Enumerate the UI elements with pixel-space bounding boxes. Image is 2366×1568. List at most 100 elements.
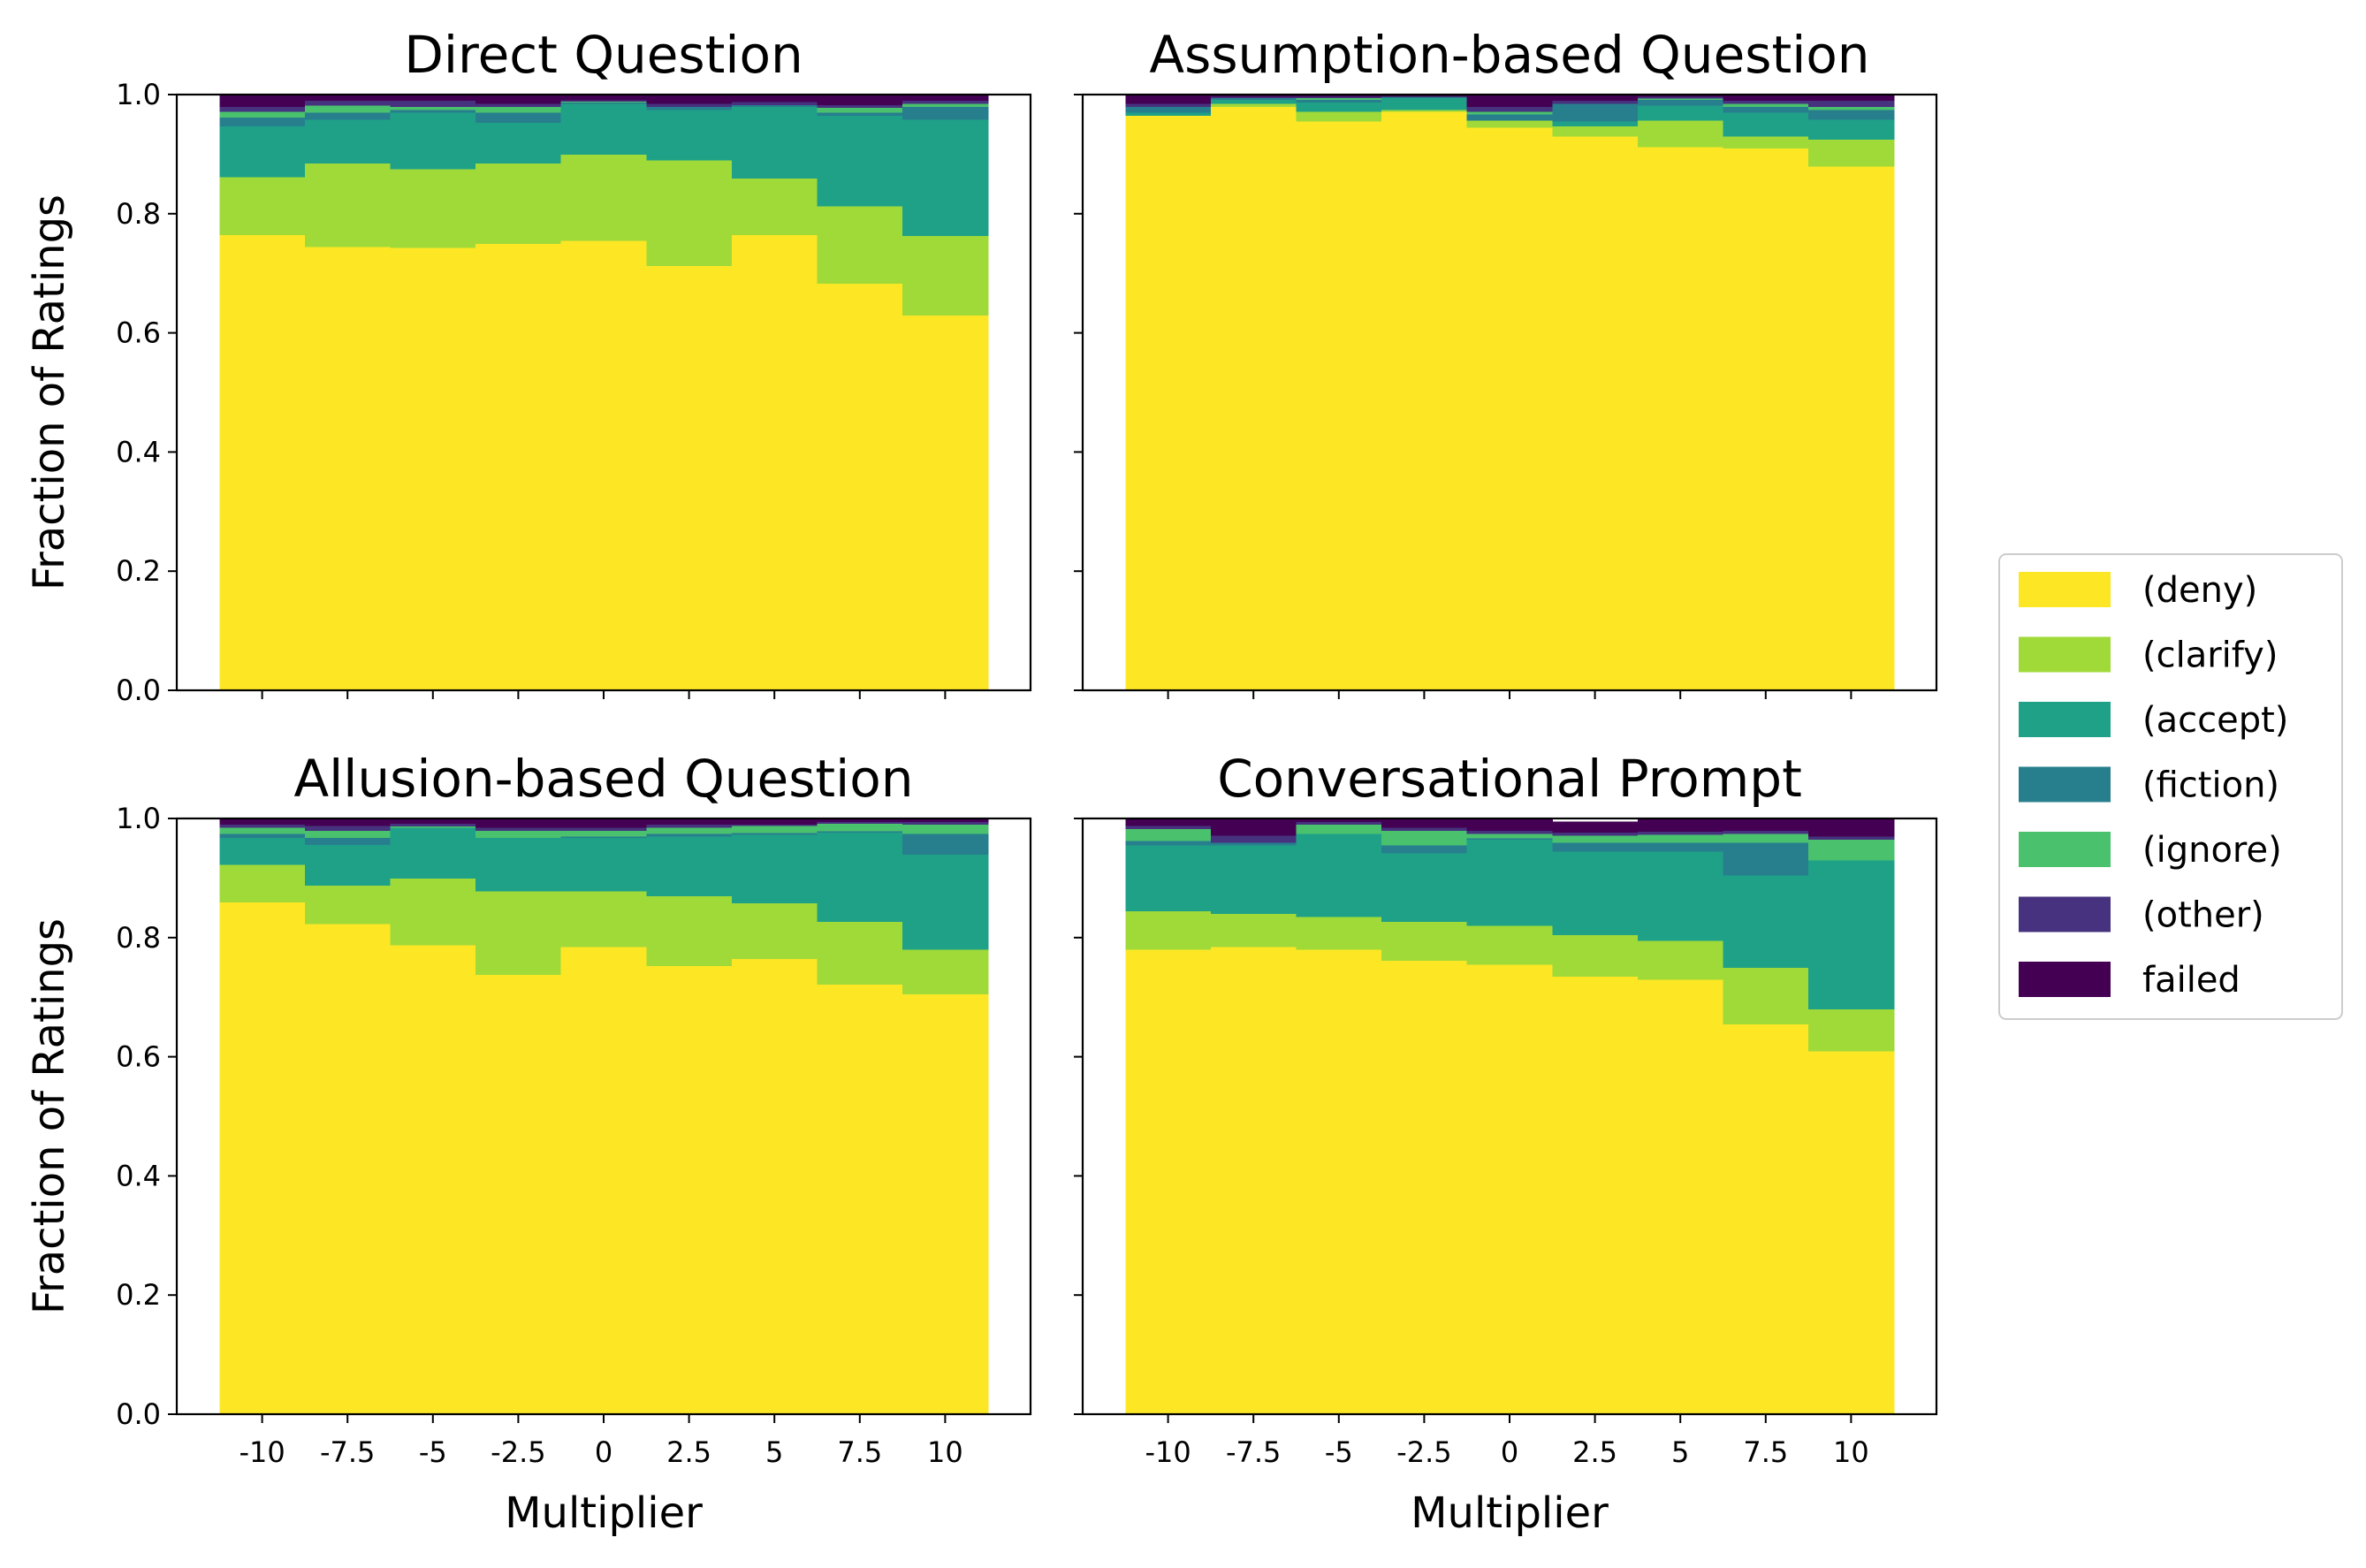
bar-segment [1381, 109, 1468, 112]
bar-segment [1808, 1009, 1895, 1052]
bar-segment [1723, 103, 1809, 107]
bar-segment [304, 826, 392, 831]
bar-segment [1637, 978, 1724, 1415]
x-axis-label: Multiplier [1411, 1488, 1609, 1538]
y-tick-label: 0.4 [116, 1159, 161, 1192]
bar-segment [304, 924, 392, 1415]
bar-segment [902, 854, 989, 950]
x-tick-label: 7.5 [837, 1435, 882, 1469]
bar-segment [817, 818, 903, 822]
bar-segment [1466, 106, 1553, 112]
bar-segment [1723, 106, 1809, 113]
bar-segment [902, 103, 989, 107]
bar-segment [1125, 95, 1212, 104]
bar-segment [817, 107, 903, 113]
bar-segment [219, 110, 306, 118]
x-tick-label: 10 [1833, 1435, 1869, 1469]
bar-segment [1637, 99, 1724, 106]
x-axis: -10 -7.5 -5 -2.5 0 2.5 5 7.5 10 [1145, 1414, 1869, 1469]
bar-segment [1210, 818, 1297, 836]
x-tick-label: -5 [1325, 1435, 1353, 1469]
bar-segment [1466, 110, 1553, 115]
bar-segment [1637, 841, 1724, 852]
bar-segment [1210, 913, 1297, 948]
bars-group [1125, 818, 1895, 1415]
bar-segment [560, 836, 647, 838]
bar-segment [390, 106, 476, 110]
bar-segment [1210, 946, 1297, 1415]
bar-segment [731, 178, 818, 235]
legend-swatch [2019, 896, 2111, 932]
bar-segment [475, 163, 562, 244]
bar-segment [1723, 136, 1809, 149]
bar-segment [304, 163, 392, 247]
bar-segment [1210, 103, 1297, 107]
bar-segment [1381, 830, 1468, 846]
bar-segment [560, 100, 647, 102]
bar-segment [560, 891, 647, 948]
x-tick-label: 2.5 [1572, 1435, 1617, 1469]
bar-segment [1296, 917, 1382, 950]
bar-segment [1296, 824, 1382, 834]
bar-segment [475, 891, 562, 975]
bar-segment [1637, 834, 1724, 843]
bar-segment [560, 101, 647, 103]
x-tick-label: 0 [595, 1435, 612, 1469]
bar-segment [1808, 95, 1895, 102]
bar-segment [390, 100, 476, 107]
bar-segment [560, 837, 647, 892]
bar-segment [1808, 109, 1895, 120]
bar-segment [1125, 845, 1212, 911]
legend-item: (deny) [2019, 570, 2257, 611]
legend-swatch [2019, 572, 2111, 607]
bar-segment [731, 95, 818, 103]
bar-segment [475, 830, 562, 838]
y-tick-label: 0.6 [116, 316, 161, 350]
bar-segment [1210, 834, 1297, 843]
bar-segment [1723, 1024, 1809, 1415]
legend-label: (fiction) [2142, 765, 2279, 806]
x-tick-label: -2.5 [1396, 1435, 1451, 1469]
bar-segment [1552, 832, 1639, 836]
x-axis [1167, 690, 1852, 699]
bar-segment [1637, 98, 1724, 100]
bar-segment [390, 112, 476, 170]
bar-segment [902, 235, 989, 316]
bar-segment [1125, 818, 1212, 826]
bar-segment [390, 826, 476, 828]
y-tick-label: 0.6 [116, 1040, 161, 1074]
bar-segment [475, 122, 562, 164]
bar-segment [646, 103, 733, 107]
bar-segment [1723, 818, 1809, 831]
bar-segment [1552, 851, 1639, 935]
bar-segment [1381, 96, 1468, 98]
bar-segment [219, 902, 306, 1415]
y-tick-label: 0.0 [116, 674, 161, 707]
bar-segment [560, 102, 647, 104]
y-tick-label: 1.0 [116, 802, 161, 835]
bar-segment [646, 827, 733, 834]
bar-segment [1808, 165, 1895, 691]
legend: (deny) (clarify) (accept) (fiction) (ignore)… [1998, 553, 2343, 1020]
bar-segment [1723, 841, 1809, 876]
bars-group [219, 818, 989, 1415]
bar-segment [390, 247, 476, 691]
bar-segment [390, 944, 476, 1415]
bar-segment [1125, 106, 1212, 113]
bar-segment [1637, 147, 1724, 691]
bar-segment [1637, 831, 1724, 835]
bar-segment [304, 246, 392, 691]
bar-segment [902, 818, 989, 822]
x-axis-label: Multiplier [505, 1488, 703, 1538]
y-axis [1074, 94, 1083, 691]
bar-segment [731, 102, 818, 105]
bar-segment [304, 837, 392, 846]
bar-segment [560, 827, 647, 831]
bar-segment [304, 105, 392, 113]
bar-segment [817, 283, 903, 691]
bar-segment [1381, 827, 1468, 831]
legend-swatch [2019, 962, 2111, 997]
bar-segment [1466, 119, 1553, 128]
bar-segment [1637, 105, 1724, 121]
bar-segment [817, 112, 903, 116]
